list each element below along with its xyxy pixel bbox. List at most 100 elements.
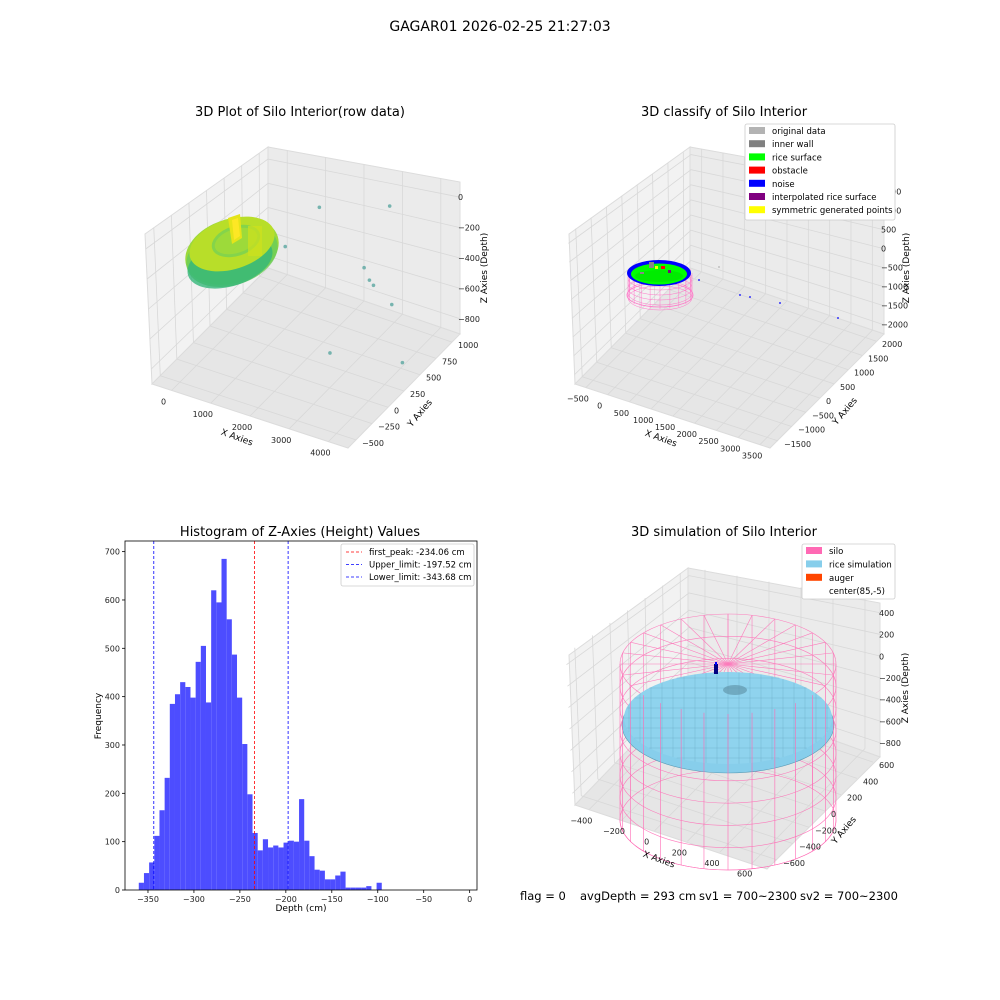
y-tick-label: 500	[840, 383, 855, 392]
y-tick-label: 600	[879, 761, 894, 770]
panel-3d-raw-outlier-points	[283, 204, 405, 365]
legend-label: obstacle	[772, 167, 808, 177]
histogram-bar	[205, 702, 212, 890]
histogram-bar	[293, 841, 300, 890]
y-tick-label: 500	[105, 644, 120, 653]
x-tick-label: 1000	[633, 416, 653, 425]
z-tick-label: −600	[879, 717, 901, 726]
histogram-bar	[174, 694, 181, 890]
histogram-legend: first_peak: -234.06 cm Upper_limit: -197.…	[340, 543, 475, 587]
panel-3d-classify-y-label: Y Axies	[831, 396, 860, 428]
outlier-point	[328, 351, 332, 355]
outlier-point	[389, 302, 394, 307]
legend-swatch	[749, 166, 765, 174]
y-tick-label: 400	[863, 777, 878, 786]
z-tick-label: 0	[458, 193, 463, 202]
y-tick-label: 0	[394, 406, 399, 415]
z-tick-label: 0	[881, 245, 886, 254]
z-tick-label: −400	[458, 254, 480, 263]
y-tick-label: 0	[115, 886, 120, 895]
legend-label: silo	[829, 547, 843, 557]
y-tick-label: 300	[105, 741, 120, 750]
x-tick-label: 2000	[232, 423, 252, 432]
y-tick-label: 1000	[458, 341, 478, 350]
outlier-point	[400, 360, 405, 365]
histogram-bar	[231, 654, 238, 890]
histogram-bar	[355, 887, 362, 890]
histogram-title: Histogram of Z-Axies (Height) Values	[180, 525, 420, 540]
outlier-point	[371, 283, 376, 288]
y-tick-label: −500	[812, 411, 834, 420]
histogram-bar	[324, 879, 331, 890]
z-tick-label: −1000	[881, 283, 908, 292]
histogram-bar	[143, 873, 150, 890]
histogram-bar	[237, 697, 243, 890]
x-tick-label: −250	[229, 895, 251, 904]
y-tick-label: −250	[378, 423, 400, 432]
histogram-bar	[149, 862, 155, 890]
histogram-bar	[299, 799, 305, 890]
legend-label: noise	[772, 180, 795, 190]
histogram-bar	[159, 810, 165, 890]
panel-3d-classify-y-ticks: −1500 −1000 −500 0 500 1000 1500 2000	[784, 340, 902, 449]
legend-label: original data	[772, 127, 826, 137]
panel-3d-raw-z-label: Z Axies (Depth)	[480, 233, 490, 304]
panel-3d-raw-x-ticks: 0 1000 2000 3000 4000	[161, 397, 331, 457]
histogram-bar	[195, 661, 201, 890]
panel-3d-classify-noise-points	[698, 266, 839, 319]
histogram-bar	[350, 887, 356, 890]
z-tick-label: −800	[458, 315, 480, 324]
histogram-axes-frame	[124, 540, 478, 891]
histogram-bar	[361, 887, 367, 890]
histogram-bar	[180, 682, 186, 890]
x-tick-label: −200	[603, 827, 625, 836]
z-tick-label: 200	[879, 631, 894, 640]
y-tick-label: 100	[105, 838, 120, 847]
x-tick-label: 600	[737, 870, 752, 879]
histogram-bar	[200, 645, 206, 890]
histogram-bar	[164, 777, 170, 890]
histogram-bar	[314, 869, 320, 890]
x-tick-label: −300	[183, 895, 205, 904]
histogram-bar	[335, 875, 341, 890]
histogram-bar	[309, 856, 315, 890]
histogram-bar	[169, 703, 175, 890]
x-tick-label: 3500	[742, 451, 762, 460]
outlier-point	[367, 278, 372, 282]
footer-sv1: sv1 = 700~2300	[699, 889, 797, 903]
histogram-bar	[190, 697, 196, 890]
x-tick-label: 1000	[193, 410, 213, 419]
y-tick-label: 400	[105, 693, 120, 702]
legend-label: Lower_limit: -343.68 cm	[369, 573, 471, 583]
z-tick-label: −200	[879, 674, 901, 683]
y-tick-label: 500	[426, 374, 441, 383]
panel-3d-simulation-z-label: Z Axies (Depth)	[901, 653, 911, 724]
histogram-bar	[345, 887, 351, 890]
y-tick-label: 0	[831, 810, 836, 819]
legend-swatch	[749, 193, 765, 200]
footer-flag: flag = 0	[520, 889, 566, 903]
histogram-bar	[242, 744, 248, 890]
legend-label: auger	[829, 574, 854, 584]
y-tick-label: −500	[362, 439, 384, 448]
panel-3d-raw: 3D Plot of Silo Interior(row data) 0 1000…	[144, 105, 490, 458]
x-tick-label: 0	[161, 397, 166, 406]
histogram-bar	[211, 590, 217, 890]
panel-3d-classify-title: 3D classify of Silo Interior	[641, 105, 808, 120]
legend-label: rice surface	[772, 153, 822, 163]
z-tick-label: 500	[881, 226, 896, 235]
x-tick-label: 200	[672, 848, 687, 857]
panel-3d-simulation-auger	[714, 662, 718, 674]
histogram-x-ticks: −350 −300 −250 −200 −150 −100 −50 0	[137, 890, 472, 904]
histogram-bar	[262, 839, 269, 890]
legend-swatch	[749, 127, 765, 134]
histogram-bar	[304, 840, 310, 890]
histogram-bar	[340, 871, 346, 890]
panel-3d-raw-y-label: Y Axies	[406, 398, 435, 430]
legend-swatch	[749, 179, 765, 187]
x-tick-label: 2000	[677, 430, 697, 439]
histogram-bar	[221, 558, 227, 890]
y-tick-label: 600	[105, 596, 120, 605]
